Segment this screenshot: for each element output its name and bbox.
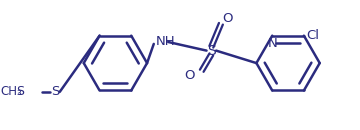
Text: S: S (16, 85, 24, 98)
Text: S: S (207, 44, 216, 58)
Text: NH: NH (156, 35, 175, 48)
Text: O: O (222, 12, 232, 25)
Text: Cl: Cl (306, 29, 319, 42)
Text: S: S (51, 85, 59, 98)
Text: N: N (267, 37, 277, 50)
Text: O: O (185, 69, 195, 82)
Text: CH₃: CH₃ (1, 85, 22, 98)
